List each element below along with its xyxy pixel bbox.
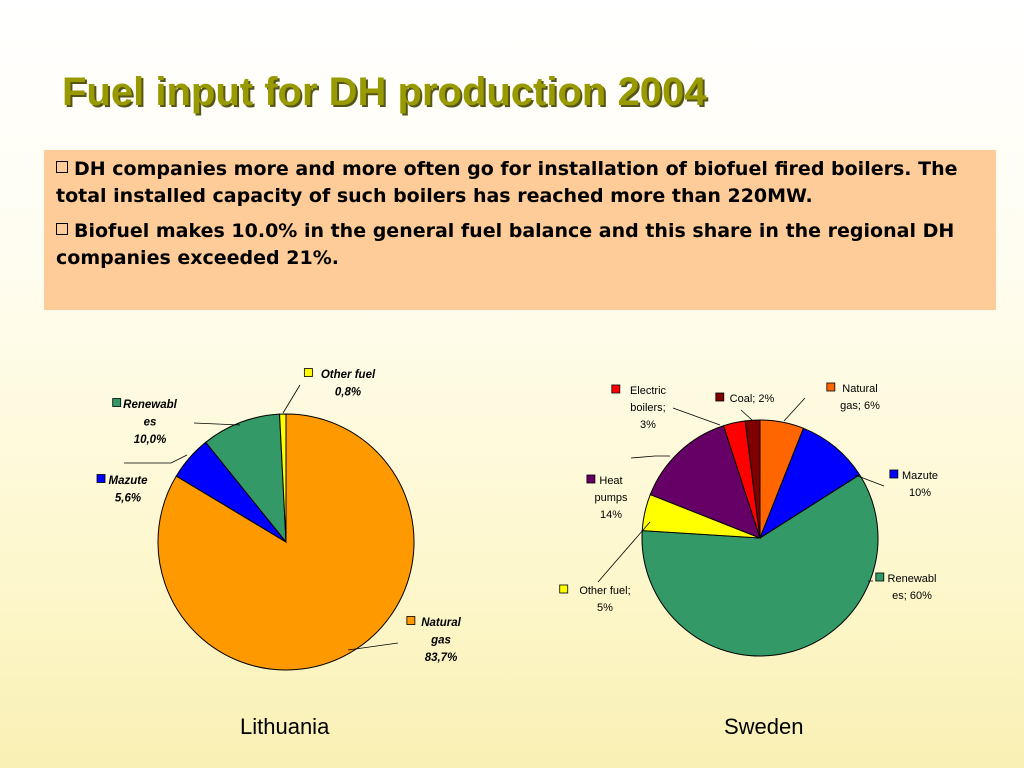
legend-key [875, 572, 885, 582]
bullet-text: DH companies more and more often go for … [56, 158, 958, 207]
leader-line [282, 384, 301, 414]
data-label: Natural gas; 6% [840, 383, 880, 412]
leader-line [597, 521, 651, 583]
data-label: Renewabl es 10,0% [123, 399, 177, 446]
data-label: Other fuel 0,8% [321, 369, 376, 399]
checkbox-bullet-icon [56, 161, 68, 173]
pie-slice-renewables [641, 474, 879, 657]
slide-title: Fuel input for DH production 2004 [62, 70, 707, 114]
leader-line [854, 474, 885, 487]
data-label: Other fuel; 5% [579, 585, 630, 614]
data-label: Electric boilers; 3% [630, 385, 667, 431]
bullet-text: Biofuel makes 10.0% in the general fuel … [56, 220, 955, 269]
chart-caption-lithuania: Lithuania [240, 714, 330, 739]
data-label: Natural gas 83,7% [421, 617, 461, 664]
pie-chart-lithuania: Natural gas 83,7% Mazute 5,6% Renewabl es 10,0%… [96, 368, 462, 671]
data-label: Renewabl es; 60% [888, 573, 937, 602]
chart-caption-sweden: Sweden [724, 714, 804, 739]
checkbox-bullet-icon [56, 223, 68, 235]
bullet-item: DH companies more and more often go for … [56, 156, 984, 210]
legend-key [112, 398, 122, 407]
leader-line [783, 397, 806, 422]
bullet-item: Biofuel makes 10.0% in the general fuel … [56, 218, 984, 272]
leader-line [740, 409, 753, 421]
data-label: Coal; 2% [730, 393, 775, 405]
pie-chart-sweden: Natural gas; 6% Mazute 10% Renewabl es; 60% Ot… [559, 382, 938, 657]
info-box: DH companies more and more often go for … [44, 150, 996, 310]
legend-key [611, 384, 621, 394]
data-label: Mazute 10% [902, 470, 938, 499]
leader-line [672, 407, 721, 426]
pie-slice-coal [744, 419, 761, 539]
leader-line [124, 454, 188, 464]
leader-line [347, 642, 399, 651]
data-label: Heat pumps 14% [594, 475, 628, 521]
legend-key [826, 382, 836, 392]
legend-key [715, 392, 725, 402]
legend-key [559, 584, 569, 594]
leader-line [630, 455, 670, 459]
leader-line [193, 422, 241, 426]
legend-key [889, 469, 899, 479]
legend-key [96, 474, 106, 483]
pie-slice-renewables [205, 413, 287, 544]
data-label: Mazute 5,6% [109, 475, 149, 505]
legend-key [586, 474, 596, 484]
pie-slice-other-fuel [279, 413, 287, 543]
legend-key [303, 368, 313, 377]
pie-slice-mazute [758, 427, 861, 540]
legend-key [406, 616, 416, 625]
